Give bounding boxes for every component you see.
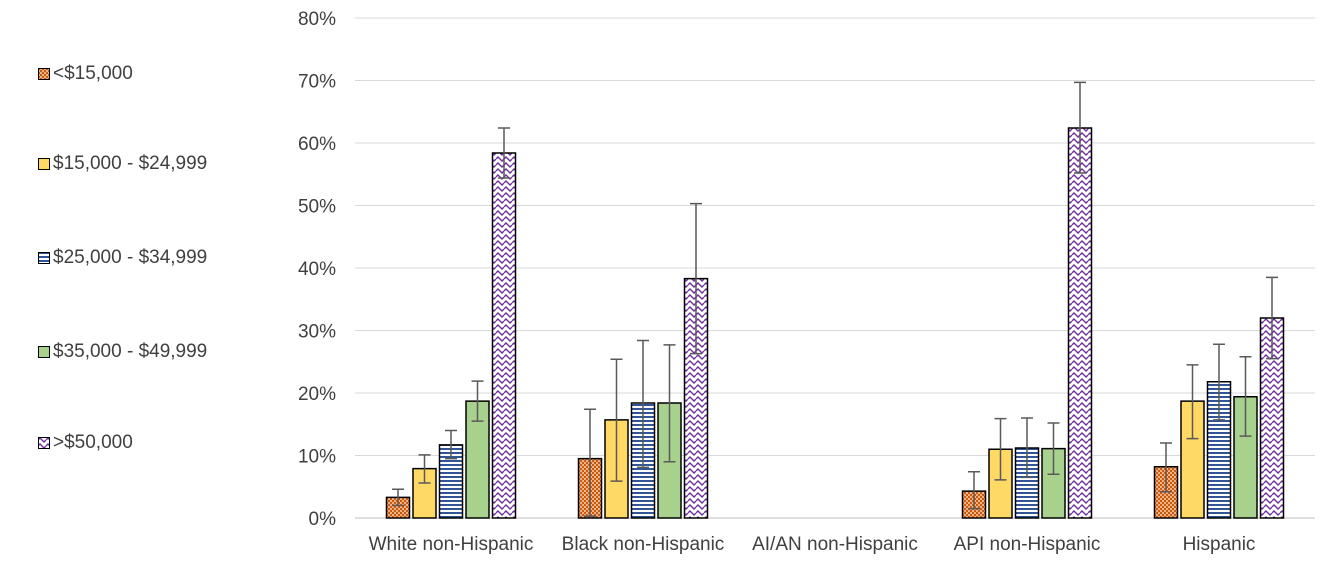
- x-category-label: API non-Hispanic: [954, 534, 1101, 555]
- legend-swatch-wave-icon: [38, 437, 50, 449]
- y-axis-labels: 0% 10% 20% 30% 40% 50% 60% 70% 80%: [298, 9, 336, 530]
- error-bar: [610, 358, 623, 482]
- legend-swatch-solid-yellow-icon: [38, 158, 50, 170]
- error-bar: [445, 429, 457, 460]
- legend-label: $25,000 - $34,999: [53, 247, 208, 268]
- error-bar: [392, 488, 404, 507]
- legend-label: $15,000 - $24,999: [53, 153, 208, 174]
- y-tick-label: 40%: [298, 259, 336, 280]
- y-tick-label: 80%: [298, 9, 336, 30]
- error-bar: [1266, 276, 1278, 360]
- error-bar: [1239, 356, 1252, 437]
- legend-label: >$50,000: [53, 432, 133, 453]
- y-tick-label: 0%: [309, 509, 337, 530]
- legend-item-lt15000: <$15,000: [38, 63, 133, 85]
- x-category-label: AI/AN non-Hispanic: [752, 534, 918, 555]
- x-category-label: White non-Hispanic: [369, 534, 534, 555]
- legend-label: <$15,000: [53, 63, 133, 84]
- error-bar: [994, 417, 1007, 481]
- error-bar: [663, 344, 676, 463]
- legend-swatch-horizontal-lines-icon: [38, 252, 50, 264]
- error-bar: [1213, 343, 1225, 421]
- bars: [385, 127, 1285, 519]
- error-bar: [418, 454, 431, 484]
- error-bar: [968, 471, 980, 510]
- error-bar: [584, 408, 596, 517]
- legend-item-35000-49999: $35,000 - $49,999: [38, 341, 207, 363]
- x-axis-labels: White non-Hispanic Black non-Hispanic AI/A…: [369, 534, 1256, 555]
- error-bars: [392, 81, 1278, 517]
- legend: <$15,000 $15,000 - $24,999 $25,000 - $34…: [0, 0, 260, 561]
- y-tick-label: 30%: [298, 322, 336, 343]
- legend-swatch-solid-green-icon: [38, 346, 50, 358]
- y-tick-label: 10%: [298, 447, 336, 468]
- error-bar: [1186, 364, 1199, 440]
- legend-item-25000-34999: $25,000 - $34,999: [38, 247, 207, 269]
- bar: [491, 152, 517, 519]
- x-category-label: Hispanic: [1183, 534, 1256, 555]
- error-bar: [1160, 442, 1172, 493]
- legend-item-15000-24999: $15,000 - $24,999: [38, 153, 207, 175]
- legend-item-gt50000: >$50,000: [38, 432, 133, 454]
- y-tick-label: 50%: [298, 197, 336, 218]
- error-bar: [498, 127, 510, 179]
- legend-swatch-checker-icon: [38, 68, 50, 80]
- y-tick-label: 60%: [298, 134, 336, 155]
- y-tick-label: 70%: [298, 72, 336, 93]
- y-tick-label: 20%: [298, 384, 336, 405]
- error-bar: [637, 339, 649, 469]
- error-bar: [471, 380, 484, 422]
- legend-label: $35,000 - $49,999: [53, 341, 208, 362]
- error-bar: [690, 202, 702, 355]
- error-bar: [1047, 422, 1060, 475]
- x-category-label: Black non-Hispanic: [562, 534, 725, 555]
- error-bar: [1074, 81, 1086, 174]
- error-bar: [1021, 417, 1033, 479]
- bar: [1067, 127, 1093, 519]
